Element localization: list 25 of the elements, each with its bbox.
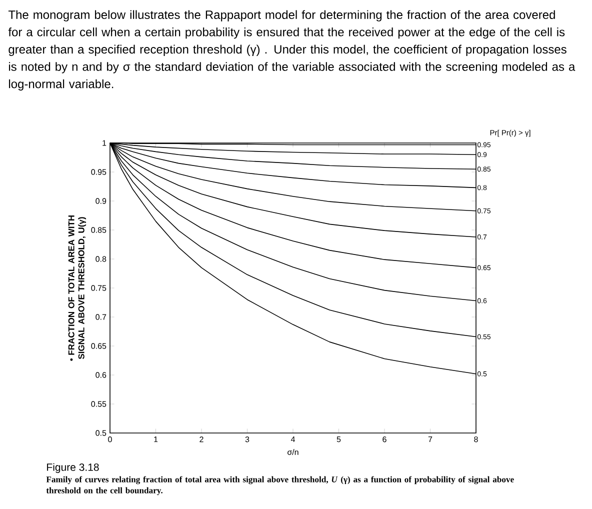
x-tick-label: 0: [108, 436, 112, 442]
y-tick-label: 0.8: [96, 256, 106, 262]
x-tick-label: 3: [245, 436, 250, 442]
x-tick-label: 8: [474, 436, 478, 442]
x-tick-label: 4: [290, 436, 295, 442]
y-tick-label: 0.95: [91, 169, 106, 175]
y-tick-label: 0.65: [91, 343, 106, 349]
y-tick-label: 0.6: [96, 372, 106, 378]
y-tick-label: 0.85: [91, 227, 106, 233]
x-tick-label: 5: [336, 436, 341, 442]
y-tick-label: 0.5: [96, 430, 106, 436]
chart-title: The monogram below illustrates the Rappaport model for determining the fraction of the area covered for a circular cell when a certain probability is ensured that the received power at the edge of the cell is greater than a specified reception threshold (γ) . Under this model, the coefficient of propagation losses is noted by n and by σ the standard deviation of the variable associated with the screening modeled as a log-normal variable.: [8, 10, 576, 91]
caption: Figure 3.18: [47, 463, 99, 473]
y-tick-label: 0.9: [96, 198, 106, 204]
y-tick-label: 1: [102, 140, 106, 146]
x-tick-label: 6: [382, 436, 386, 442]
y-tick-label: 0.55: [91, 401, 106, 407]
x-tick-label: 1: [154, 436, 158, 442]
x-tick-label: 7: [428, 436, 432, 442]
text: Family of curves relating fraction of total area with signal above threshold, U (γ) as a function of probability of signal above threshold on the cell boundary.: [46, 476, 514, 496]
y-tick-label: 0.7: [96, 314, 106, 320]
x-tick-label: 2: [200, 436, 204, 442]
y-tick-label: 0.75: [91, 285, 106, 291]
x-axis-title: σ/n: [288, 449, 298, 455]
y-axis-title: • FRACTION OF TOTAL AREA WITH SIGNAL ABOVE THRESHOLD, U(γ): [68, 215, 86, 361]
